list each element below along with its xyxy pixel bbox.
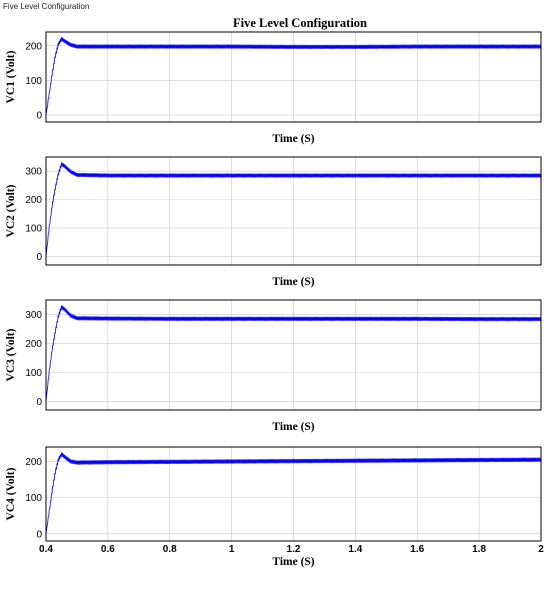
- y-tick-label: 0: [36, 111, 42, 122]
- panel-vc3: 0 100 200 300 VC3 (Volt) Time (S): [5, 299, 542, 433]
- y-axis-label: VC3 (Volt): [5, 328, 17, 381]
- x-tick-label: 0.4: [39, 544, 53, 555]
- y-tick-label: 300: [25, 310, 42, 321]
- x-tick-label: 0.6: [101, 544, 115, 555]
- plot-frame: [45, 299, 542, 411]
- y-tick-label: 100: [25, 493, 42, 504]
- y-tick-label: 200: [25, 41, 42, 52]
- window-title: Five Level Configuration: [3, 2, 90, 11]
- voltage-trace-vc2: [45, 162, 542, 257]
- y-axis-label: VC1 (Volt): [5, 50, 17, 103]
- x-tick-label: 1.8: [472, 544, 486, 555]
- plot-frame: [45, 31, 542, 123]
- y-tick-label: 100: [25, 76, 42, 87]
- x-axis-label: Time (S): [272, 276, 314, 288]
- y-tick-label: 300: [25, 167, 42, 178]
- y-tick-label: 100: [25, 224, 42, 235]
- y-tick-label: 200: [25, 457, 42, 468]
- panel-vc1: 0 100 200 VC1 (Volt) Time (S): [5, 31, 542, 145]
- x-tick-label: 1.2: [287, 544, 301, 555]
- plot-frame: [45, 446, 542, 542]
- y-tick-label: 0: [36, 529, 42, 540]
- y-tick-label: 200: [25, 339, 42, 350]
- y-axis-label: VC4 (Volt): [5, 467, 17, 520]
- y-tick-label: 100: [25, 368, 42, 379]
- x-tick-label: 0.8: [163, 544, 177, 555]
- x-axis-label: Time (S): [272, 421, 314, 433]
- x-tick-label: 2: [538, 544, 544, 555]
- x-tick-label: 1.4: [348, 544, 362, 555]
- chart-title: Five Level Configuration: [233, 16, 367, 30]
- panel-vc4: 0 100 200 0.4 0.6 0.8 1 1.2 1.4 1.6 1.8 2 VC4 (Volt)…: [5, 446, 544, 568]
- y-tick-label: 0: [36, 252, 42, 263]
- y-tick-label: 200: [25, 195, 42, 206]
- panel-vc2: 0 100 200 300 VC2 (Volt) Time (S): [5, 156, 542, 288]
- y-tick-label: 0: [36, 397, 42, 408]
- x-axis-label: Time (S): [272, 133, 314, 145]
- y-axis-label: VC2 (Volt): [5, 184, 17, 237]
- voltage-trace-vc3: [45, 305, 542, 402]
- plot-frame: [45, 156, 542, 266]
- x-tick-label: 1: [229, 544, 235, 555]
- x-tick-label: 1.6: [410, 544, 424, 555]
- x-axis-label: Time (S): [272, 556, 314, 568]
- voltage-trace-vc1: [45, 36, 542, 116]
- voltage-trace-vc4: [45, 452, 542, 534]
